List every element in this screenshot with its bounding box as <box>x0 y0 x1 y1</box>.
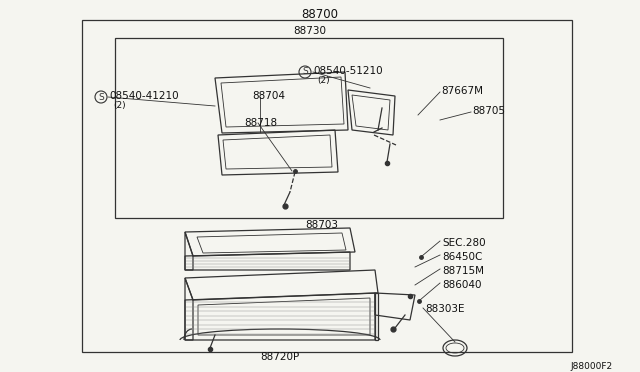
Text: 88703: 88703 <box>305 220 338 230</box>
Text: (2): (2) <box>113 101 125 110</box>
Text: 88704: 88704 <box>252 91 285 101</box>
Text: S: S <box>98 93 104 102</box>
Text: 08540-41210: 08540-41210 <box>109 91 179 101</box>
Text: 886040: 886040 <box>442 280 481 290</box>
Text: (2): (2) <box>317 76 330 85</box>
Text: S: S <box>302 67 308 77</box>
Text: SEC.280: SEC.280 <box>442 238 486 248</box>
Text: 87667M: 87667M <box>441 86 483 96</box>
Bar <box>115 38 503 218</box>
Text: 88720P: 88720P <box>260 352 300 362</box>
Text: 08540-51210: 08540-51210 <box>313 66 383 76</box>
Text: 88705: 88705 <box>472 106 505 116</box>
Text: 88730: 88730 <box>293 26 326 36</box>
Text: 88715M: 88715M <box>442 266 484 276</box>
Text: 88718: 88718 <box>244 118 277 128</box>
Text: 86450C: 86450C <box>442 252 483 262</box>
Text: 88303E: 88303E <box>425 304 465 314</box>
Bar <box>82 20 572 352</box>
Text: J88000F2: J88000F2 <box>570 362 612 371</box>
Text: 88700: 88700 <box>301 8 339 21</box>
